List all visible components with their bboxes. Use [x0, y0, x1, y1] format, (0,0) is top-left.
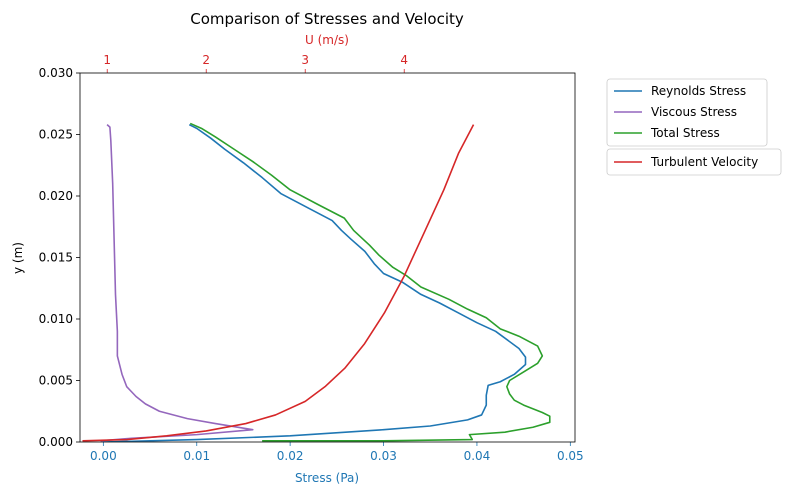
- chart-title: Comparison of Stresses and Velocity: [190, 10, 464, 28]
- x-tick-label: 0.03: [370, 449, 397, 463]
- y-tick-label: 0.010: [39, 312, 73, 326]
- legend-entry-label: Viscous Stress: [651, 105, 737, 119]
- x2-tick-label: 1: [103, 53, 111, 67]
- x-tick-label: 0.01: [183, 449, 210, 463]
- y-axis-label: y (m): [11, 242, 25, 274]
- series-line-viscous-stress: [100, 124, 254, 442]
- y-tick-label: 0.015: [39, 251, 73, 265]
- legend-entry-label: Turbulent Velocity: [650, 155, 758, 169]
- y-tick-label: 0.000: [39, 435, 73, 449]
- x2-tick-label: 4: [400, 53, 408, 67]
- series-line-turbulent-velocity: [82, 124, 475, 442]
- series-line-reynolds-stress: [103, 123, 527, 442]
- x2-axis-ticks: 1 2 3 4: [103, 53, 408, 73]
- y-tick-label: 0.005: [39, 374, 73, 388]
- series-line-total-stress: [189, 122, 551, 442]
- y-tick-label: 0.020: [39, 189, 73, 203]
- x-axis-label: Stress (Pa): [295, 471, 359, 485]
- x-tick-label: 0.04: [464, 449, 491, 463]
- x-tick-label: 0.05: [557, 449, 584, 463]
- legend-entry-label: Reynolds Stress: [651, 84, 746, 98]
- series-lines: [82, 122, 551, 442]
- legend-velocity: Turbulent Velocity: [606, 148, 782, 176]
- x2-tick-label: 2: [202, 53, 210, 67]
- x2-axis-label: U (m/s): [305, 33, 349, 47]
- legend-stresses: Reynolds Stress Viscous Stress Total Stres…: [606, 78, 768, 147]
- y-tick-label: 0.030: [39, 66, 73, 80]
- legend-entry-label: Total Stress: [650, 126, 720, 140]
- plot-frame: [79, 72, 576, 443]
- x-axis-ticks: 0.00 0.01 0.02 0.03 0.04 0.05: [90, 442, 584, 463]
- x2-tick-label: 3: [301, 53, 309, 67]
- y-tick-label: 0.025: [39, 128, 73, 142]
- y-axis-ticks: 0.000 0.005 0.010 0.015 0.020 0.025 0.030: [39, 66, 80, 449]
- x-tick-label: 0.02: [277, 449, 304, 463]
- x-tick-label: 0.00: [90, 449, 117, 463]
